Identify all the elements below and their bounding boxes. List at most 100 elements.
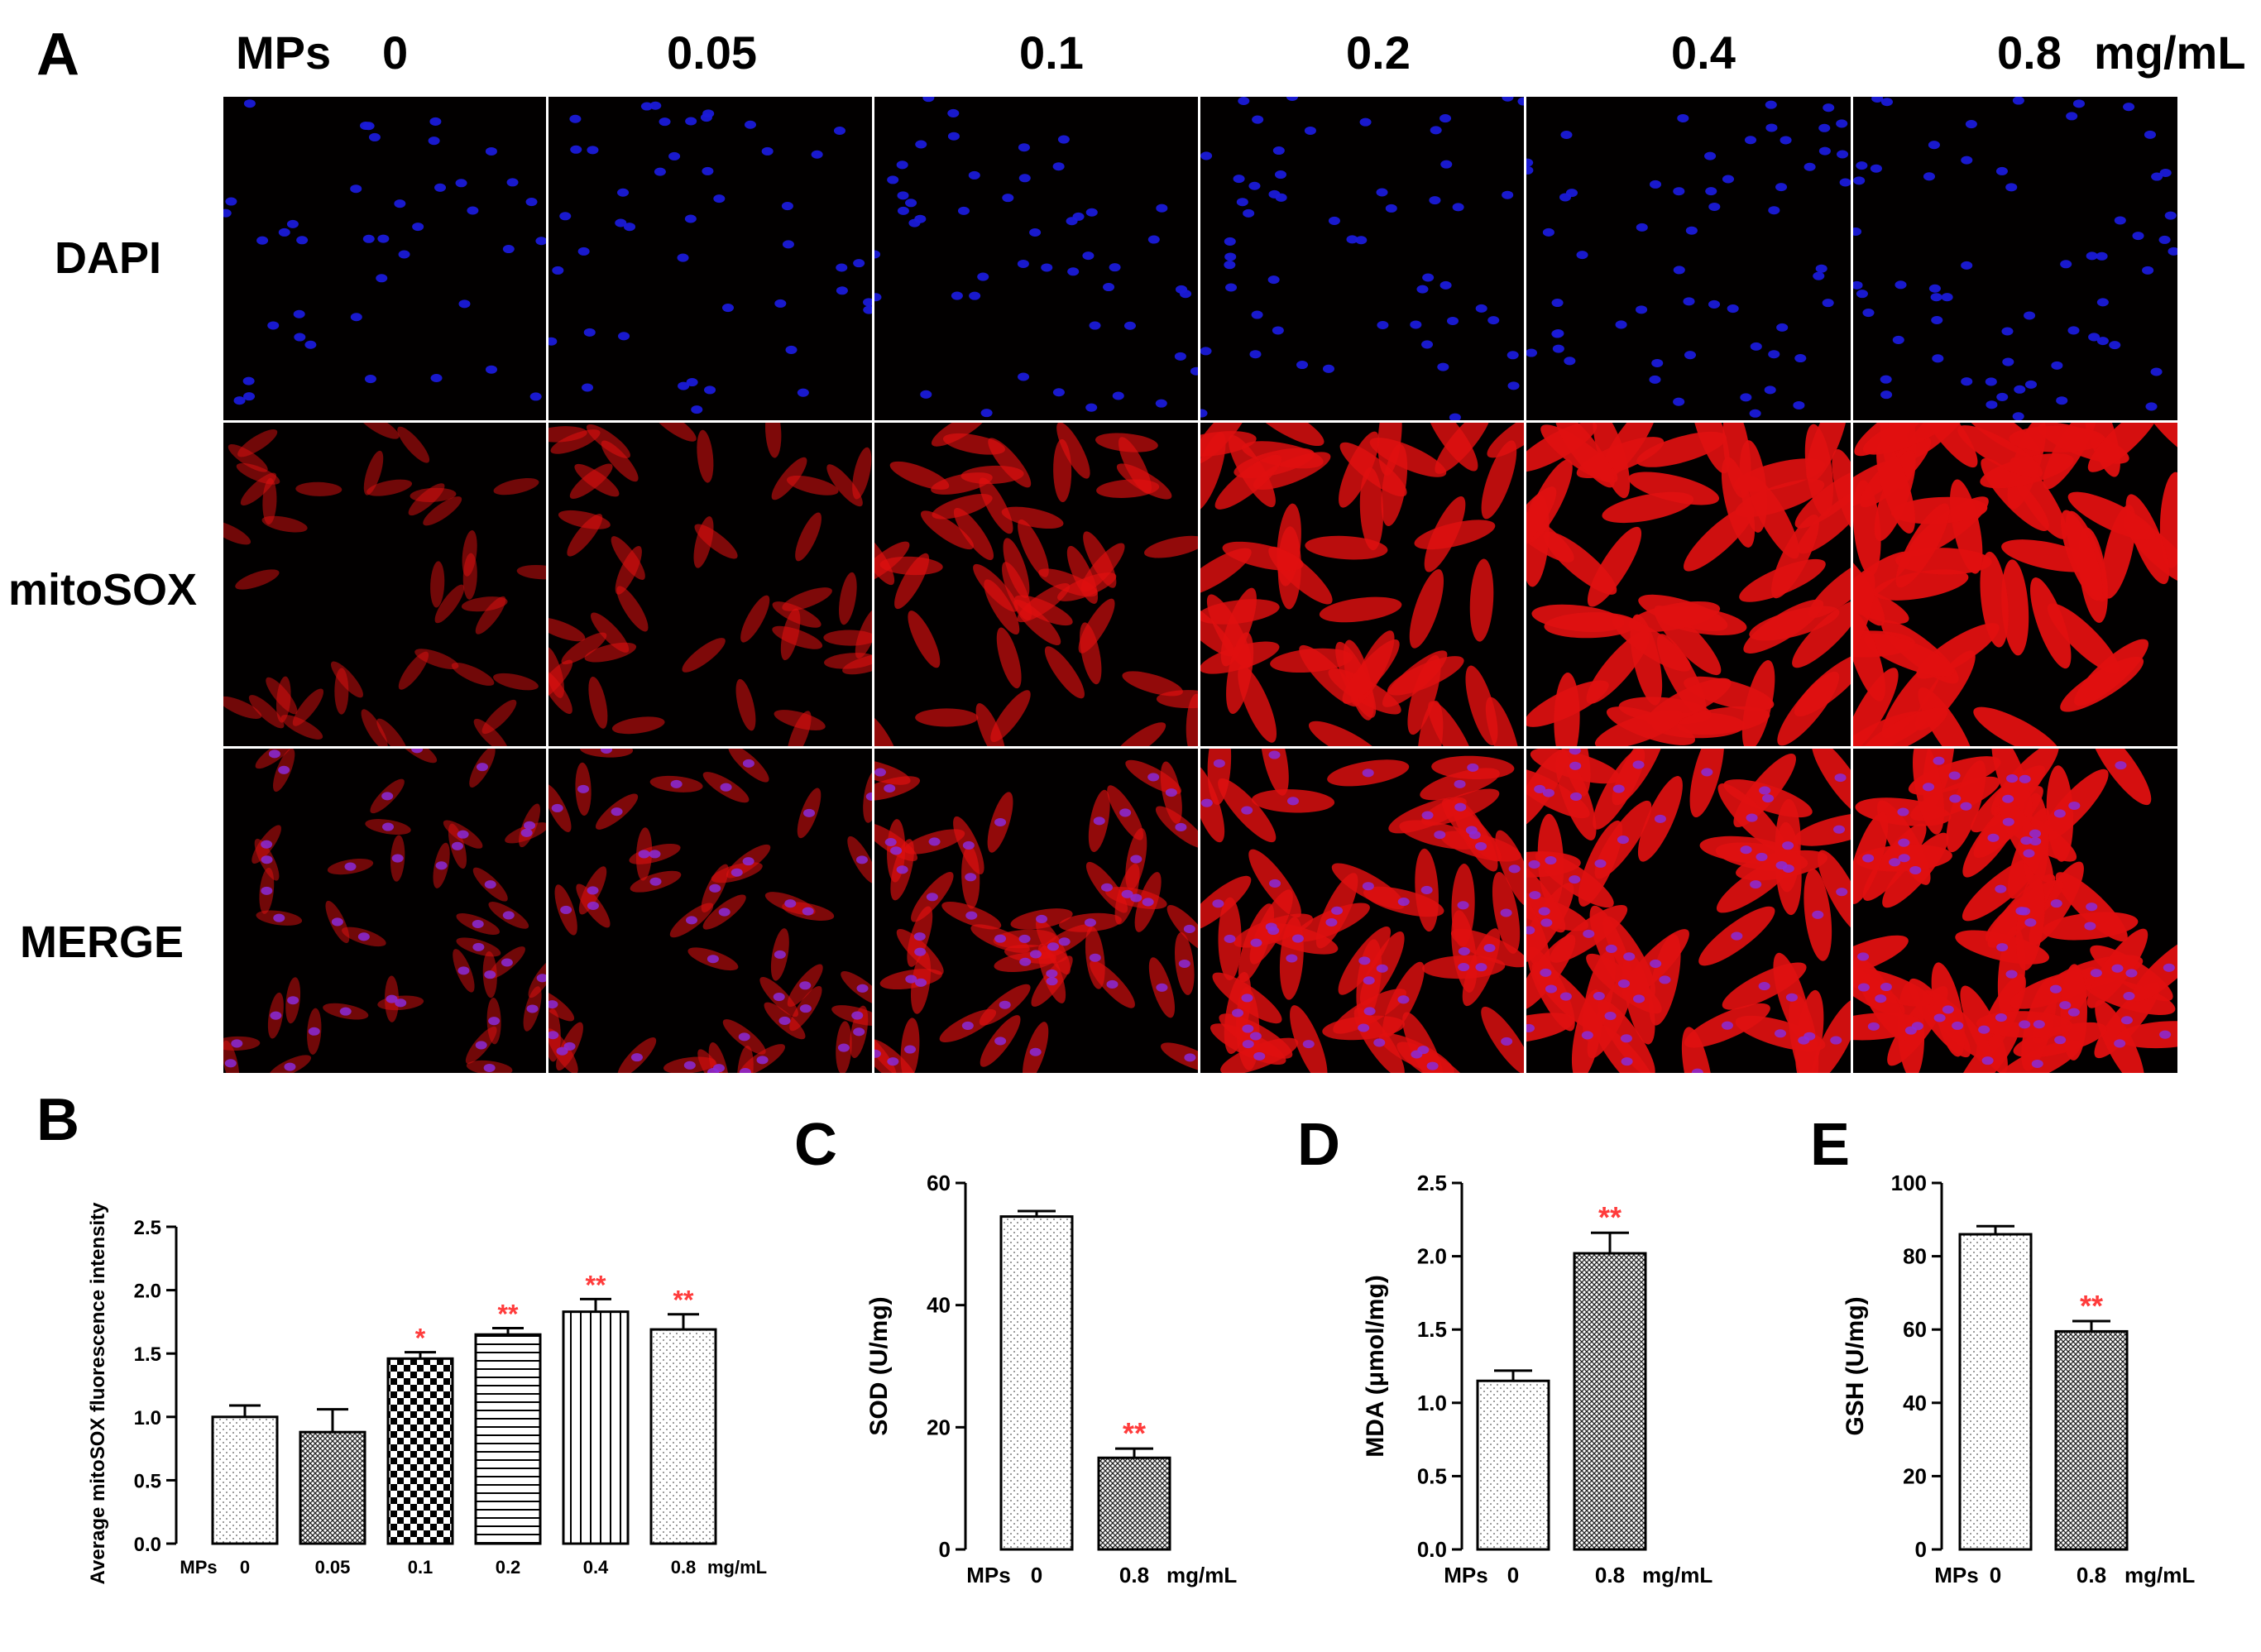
chart-svg: 0 20 40 60 SOD (U/mg) 0 ** 0.8 MPs mg/mL — [865, 1171, 1237, 1587]
x-tick-label: 0.05 — [315, 1557, 351, 1578]
y-tick-label: 40 — [927, 1293, 951, 1318]
bar — [2054, 1329, 2129, 1551]
micrograph-tile — [548, 749, 872, 1073]
y-tick-label: 60 — [1903, 1317, 1927, 1342]
x-tick-label: 0.1 — [408, 1557, 434, 1578]
y-tick-label: 0.5 — [1417, 1463, 1447, 1488]
micrograph-tile — [1526, 423, 1851, 746]
x-unit-label: mg/mL — [1642, 1563, 1713, 1587]
micrograph-tile — [1853, 423, 2177, 746]
x-tick-label: 0 — [1507, 1563, 1519, 1587]
x-unit-label: mg/mL — [2124, 1563, 2195, 1587]
y-tick-label: 2.0 — [134, 1281, 161, 1303]
concentration-label: 0.1 — [1019, 26, 1084, 79]
micrograph-tile — [1200, 423, 1524, 746]
x-prefix-label: MPs — [1934, 1563, 1978, 1587]
significance-marker: ** — [2080, 1289, 2103, 1323]
significance-marker: ** — [1598, 1200, 1622, 1234]
y-tick-label: 2.5 — [1417, 1171, 1447, 1195]
significance-marker: ** — [586, 1270, 606, 1300]
unit-label: mg/mL — [2094, 26, 2246, 79]
micrograph-tile — [223, 423, 546, 746]
x-prefix-label: MPs — [966, 1563, 1010, 1587]
treatment-label: MPs — [236, 26, 332, 79]
y-tick-label: 1.5 — [1417, 1317, 1447, 1342]
y-tick-label: 40 — [1903, 1391, 1927, 1415]
x-tick-label: 0.8 — [1119, 1563, 1149, 1587]
concentration-label: 0 — [382, 26, 409, 79]
concentration-label: 0.4 — [1671, 26, 1736, 79]
y-tick-label: 0.0 — [1417, 1537, 1447, 1562]
bar — [562, 1310, 630, 1545]
chart-svg: 0.0 0.5 1.0 1.5 2.0 2.5 MDA (μmol/mg) 0 ** 0.8 MPs… — [1362, 1171, 1713, 1587]
panel-b-letter: B — [36, 1087, 79, 1153]
panel-e-letter: E — [1810, 1112, 1851, 1178]
y-tick-label: 0 — [1915, 1537, 1927, 1562]
bar — [211, 1415, 279, 1545]
x-tick-label: 0 — [1031, 1563, 1042, 1587]
panel-d-letter: D — [1297, 1112, 1340, 1178]
concentration-label: 0.05 — [667, 26, 757, 79]
chart-svg: 0.0 0.5 1.0 1.5 2.0 2.5 Average mitoSOX fluore… — [87, 1202, 767, 1585]
x-tick-label: 0.4 — [583, 1557, 609, 1578]
y-axis-label: SOD (U/mg) — [865, 1296, 893, 1435]
chart-b-mitosox: 0.0 0.5 1.0 1.5 2.0 2.5 Average mitoSOX fluore… — [0, 1133, 794, 1648]
y-tick-label: 1.0 — [134, 1407, 161, 1429]
chart-e-gsh: 0 20 40 60 80 100 GSH (U/mg) 0 ** 0.8 MPs mg/mL — [1820, 1158, 2261, 1648]
micrograph-tile — [1853, 749, 2177, 1073]
x-tick-label: 0.8 — [1595, 1563, 1625, 1587]
y-axis-label: GSH (U/mg) — [1842, 1296, 1869, 1435]
x-prefix-label: MPs — [1444, 1563, 1487, 1587]
significance-marker: ** — [498, 1300, 519, 1329]
micrograph-tile — [1200, 749, 1524, 1073]
y-axis-label: Average mitoSOX fluorescence intensity — [87, 1202, 109, 1585]
bar — [649, 1328, 717, 1545]
significance-marker: * — [415, 1324, 426, 1353]
x-unit-label: mg/mL — [1166, 1563, 1237, 1587]
micrograph-tile — [1853, 97, 2177, 420]
concentration-label: 0.8 — [1997, 26, 2062, 79]
bar — [386, 1357, 454, 1545]
y-tick-label: 1.0 — [1417, 1391, 1447, 1415]
chart-d-mda: 0.0 0.5 1.0 1.5 2.0 2.5 MDA (μmol/mg) 0 ** 0.8 MPs… — [1324, 1158, 1787, 1648]
bar — [474, 1333, 542, 1545]
micrograph-tile — [548, 423, 872, 746]
y-tick-label: 60 — [927, 1171, 951, 1195]
x-tick-label: 0.8 — [2077, 1563, 2106, 1587]
y-axis-label: MDA (μmol/mg) — [1362, 1275, 1389, 1458]
y-tick-label: 20 — [1903, 1463, 1927, 1488]
x-tick-label: 0.2 — [496, 1557, 521, 1578]
bar — [999, 1215, 1074, 1551]
bar — [1097, 1456, 1171, 1551]
y-tick-label: 100 — [1891, 1171, 1927, 1195]
y-tick-label: 20 — [927, 1415, 951, 1439]
x-tick-label: 0 — [240, 1557, 250, 1578]
row-label-merge: MERGE — [20, 917, 184, 967]
y-tick-label: 0.5 — [134, 1470, 161, 1492]
bar — [1573, 1252, 1647, 1551]
y-tick-label: 0.0 — [134, 1534, 161, 1556]
chart-svg: 0 20 40 60 80 100 GSH (U/mg) 0 ** 0.8 MPs mg/mL — [1842, 1171, 2195, 1587]
chart-c-sod: 0 20 40 60 SOD (U/mg) 0 ** 0.8 MPs mg/mL — [827, 1158, 1291, 1648]
micrograph-tile — [1526, 97, 1851, 420]
micrograph-tile — [1200, 97, 1524, 420]
microscopy-image-grid — [223, 97, 2188, 1075]
micrograph-tile — [874, 97, 1198, 420]
y-tick-label: 1.5 — [134, 1343, 161, 1366]
bar — [1958, 1233, 2033, 1551]
bar — [299, 1430, 366, 1545]
panel-c-letter: C — [794, 1112, 837, 1178]
micrograph-tile — [223, 749, 546, 1073]
micrograph-tile — [1526, 749, 1851, 1073]
row-label-dapi: DAPI — [55, 233, 162, 283]
panel-a-letter: A — [36, 22, 79, 88]
micrograph-tile — [874, 749, 1198, 1073]
significance-marker: ** — [1123, 1416, 1146, 1450]
y-tick-label: 0 — [939, 1537, 951, 1562]
row-label-mitosox: mitoSOX — [8, 565, 198, 615]
y-tick-label: 2.0 — [1417, 1244, 1447, 1269]
micrograph-tile — [874, 423, 1198, 746]
micrograph-tile — [548, 97, 872, 420]
x-tick-label: 0.8 — [671, 1557, 697, 1578]
bar — [1476, 1379, 1550, 1551]
